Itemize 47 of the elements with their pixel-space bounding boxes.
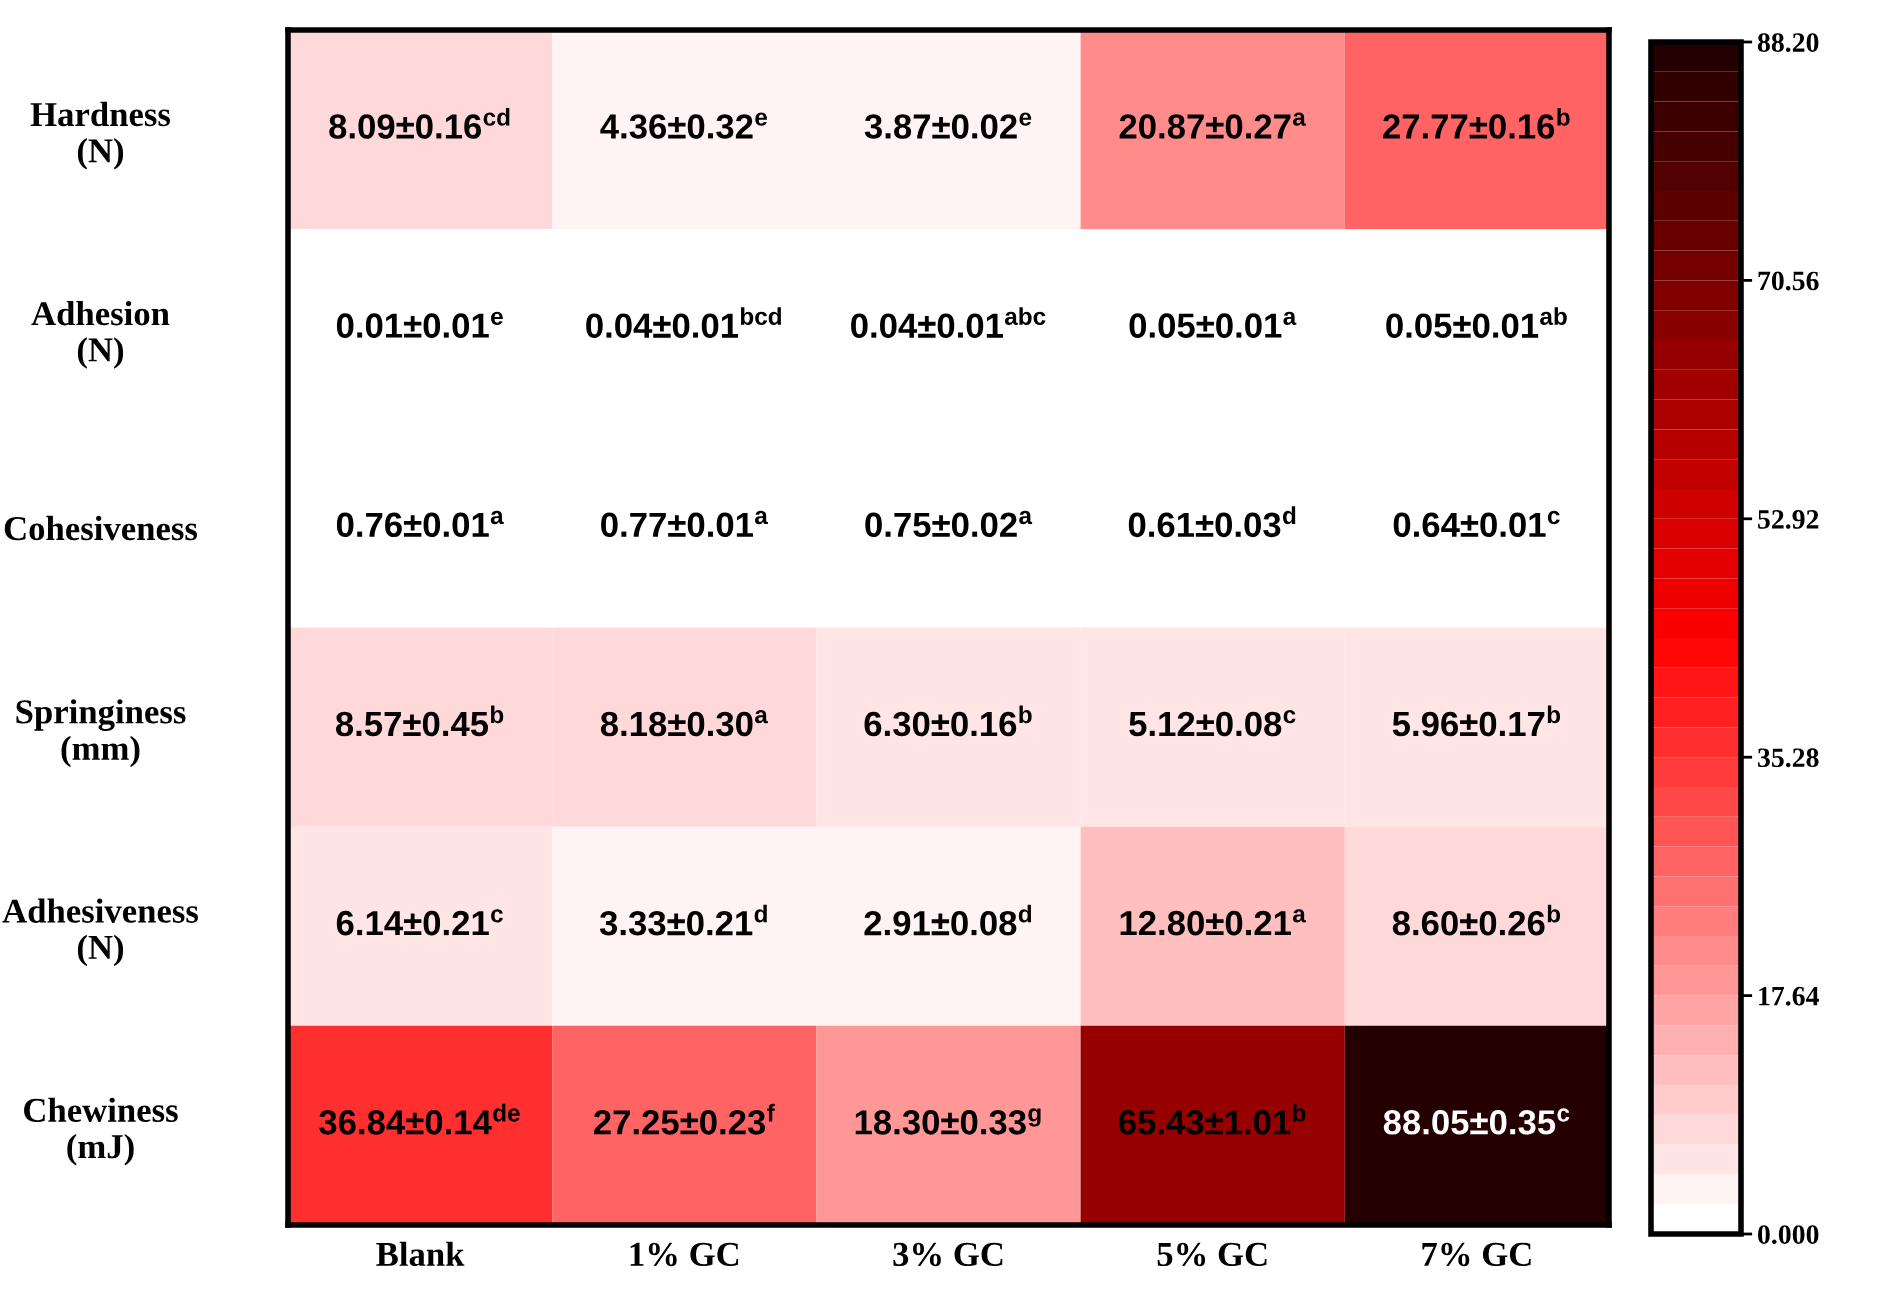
data-label: 0.75±0.02$^{a}$ (865, 510, 1033, 538)
color-bar-label: 35.28 (1758, 748, 1819, 768)
data-label: 20.87±0.27$^{a}$ (1119, 112, 1306, 139)
x-tick-label: 1% GC (630, 1242, 739, 1267)
data-label: 27.77±0.16$^{b}$ (1383, 108, 1570, 139)
data-label: 3.87±0.02$^{e}$ (864, 112, 1032, 139)
y-tick-label: Springiness (mm) (16, 699, 186, 768)
y-tick-label: Adhesiveness (N) (2, 898, 199, 967)
data-label: 8.60±0.26$^{b}$ (1392, 904, 1561, 936)
data-label: 18.30±0.33$^{g}$ (855, 1108, 1041, 1135)
data-label: 5.96±0.17$^{b}$ (1392, 705, 1561, 737)
y-tick-label: Cohesiveness (4, 515, 198, 541)
x-tick-label: 5% GC (1157, 1242, 1267, 1267)
data-label: 2.91±0.08$^{d}$ (864, 904, 1032, 936)
data-label: 27.25±0.23$^{f}$ (594, 1103, 775, 1135)
data-label: 0.76±0.01$^{a}$ (336, 510, 504, 538)
data-label: 36.84±0.14$^{de}$ (319, 1103, 520, 1135)
data-label: 6.30±0.16$^{b}$ (864, 705, 1032, 737)
data-label: 0.04±0.01$^{bcd}$ (586, 307, 781, 338)
color-bar-label: 0.000 (1758, 1225, 1819, 1245)
y-tick-label: Chewiness (mJ) (24, 1097, 178, 1166)
color-bar-label: 70.56 (1758, 271, 1819, 291)
data-label: 12.80±0.21$^{a}$ (1120, 909, 1306, 936)
data-label: 88.05±0.35$^{c}$ (1383, 1108, 1570, 1135)
data-label: 0.05±0.01$^{ab}$ (1386, 307, 1567, 338)
data-label: 6.14±0.21$^{c}$ (336, 909, 503, 936)
data-label: 0.77±0.01$^{a}$ (601, 510, 768, 538)
data-label: 4.36±0.32$^{e}$ (600, 112, 767, 139)
data-label: 0.05±0.01$^{a}$ (1129, 311, 1297, 338)
data-label: 0.04±0.01$^{abc}$ (851, 307, 1046, 338)
data-label: 0.61±0.03$^{d}$ (1128, 506, 1296, 538)
color-bar-label: 52.92 (1758, 510, 1819, 529)
x-tick-label: 7% GC (1422, 1242, 1531, 1267)
color-bar-label: 17.64 (1759, 986, 1819, 1006)
data-label: 0.64±0.01$^{c}$ (1393, 510, 1560, 538)
y-tick-label: Adhesion (N) (31, 300, 170, 369)
data-label: 8.57±0.45$^{b}$ (335, 705, 504, 737)
x-tick-label: Blank (376, 1241, 465, 1267)
x-tick-label: 3% GC (893, 1242, 1003, 1267)
data-label: 0.01±0.01$^{e}$ (336, 311, 503, 338)
color-bar-label: 88.20 (1757, 33, 1819, 53)
y-tick-label: Hardness (N) (30, 101, 171, 170)
data-label: 3.33±0.21$^{d}$ (599, 904, 767, 936)
data-label: 65.43±1.01$^{b}$ (1119, 1103, 1306, 1135)
data-label: 5.12±0.08$^{c}$ (1129, 710, 1296, 737)
data-label: 8.09±0.16$^{cd}$ (329, 108, 510, 139)
data-label: 8.18±0.30$^{a}$ (600, 710, 768, 737)
